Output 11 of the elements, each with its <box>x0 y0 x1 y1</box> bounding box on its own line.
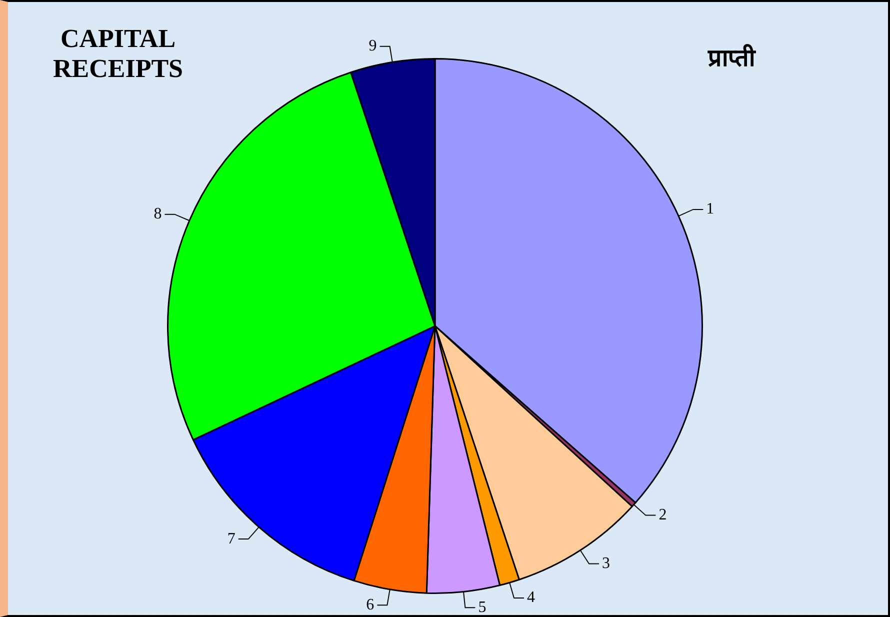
slice-label: 9 <box>368 38 377 55</box>
slice-label: 8 <box>154 206 162 223</box>
chart-subtitle: प्राप्ती <box>708 43 755 73</box>
slice-label: 1 <box>706 200 714 218</box>
slice-label: 6 <box>366 596 374 614</box>
slice-label: 4 <box>527 589 536 606</box>
slice-label: 5 <box>478 598 486 616</box>
slice-label: 3 <box>602 554 610 572</box>
slice-label: 7 <box>227 530 236 548</box>
slice-label: 2 <box>658 506 667 524</box>
chart-title: CAPITAL RECEIPTS <box>52 24 184 84</box>
